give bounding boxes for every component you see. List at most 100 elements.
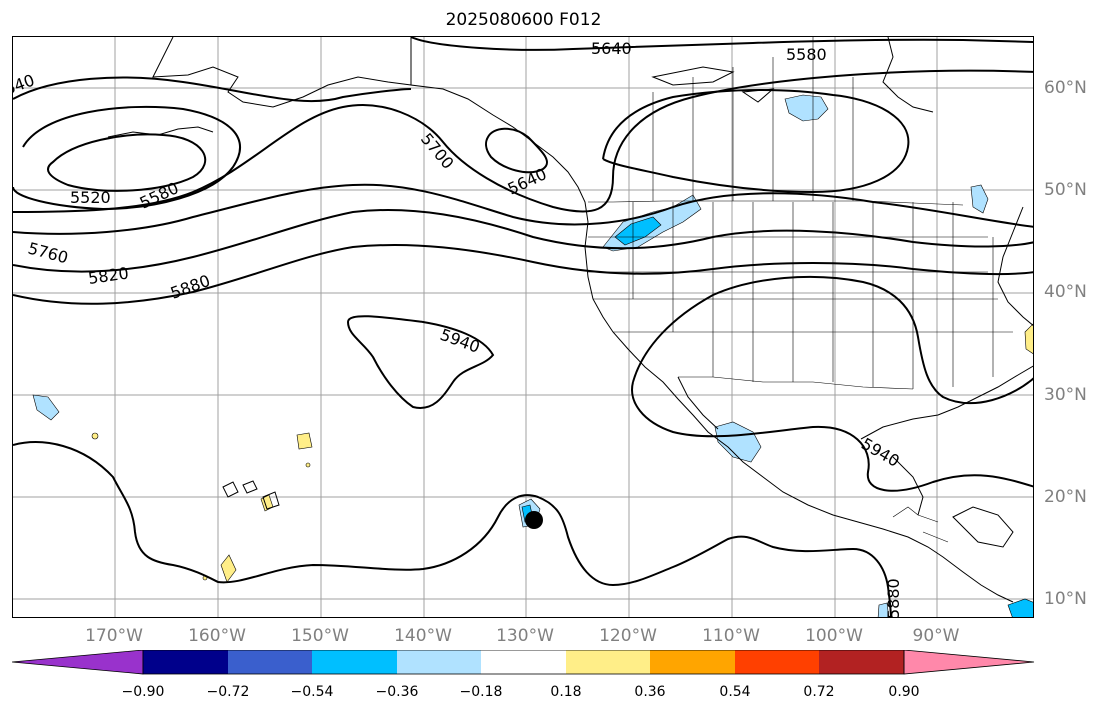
lon-label: 110°W <box>702 626 760 646</box>
us-canada-border <box>588 200 964 206</box>
contour-5940-subtropical-high <box>346 315 495 409</box>
contour-5880 <box>13 243 1033 305</box>
colorbar-tick: 0.36 <box>634 684 666 700</box>
contour-label: 5820 <box>87 263 130 287</box>
contour-5580-north <box>602 89 910 194</box>
lon-label: 160°W <box>188 626 246 646</box>
map-canvas: 640 5640 5580 5520 5580 5700 5640 5760 5… <box>13 37 1033 618</box>
contour-label: 5880 <box>884 578 903 618</box>
contour-5640-west <box>13 76 412 103</box>
colorbar-tick: 0.72 <box>803 684 835 700</box>
map-title: 2025080600 F012 <box>445 10 602 30</box>
contour-5580-west <box>13 105 241 211</box>
contour-label: 5940 <box>858 434 903 471</box>
contour-label: 5940 <box>438 325 483 357</box>
contour-label: 5580 <box>137 178 182 212</box>
east-coast <box>997 206 1033 326</box>
negative-anomaly-west <box>32 394 60 421</box>
colorbar-segment <box>819 650 904 674</box>
contour-5700 <box>13 69 1033 213</box>
lon-label: 170°W <box>85 626 143 646</box>
negative-anomaly-hudson <box>970 184 989 214</box>
contour-label: 5760 <box>26 239 70 268</box>
lat-label: 30°N <box>1044 385 1087 405</box>
lon-label: 120°W <box>599 626 657 646</box>
colorbar-under-extension <box>12 650 144 675</box>
contour-5880-south <box>13 441 892 617</box>
colorbar-tick: 0.18 <box>550 684 582 700</box>
hawaii-island-3 <box>262 491 280 510</box>
aleutian-chain <box>107 126 214 138</box>
storm-center-marker <box>525 511 543 529</box>
gridlines <box>13 37 1033 617</box>
hudson-bay-edge <box>882 37 934 113</box>
negative-anomaly-caribbean <box>1007 598 1033 617</box>
colorbar <box>12 650 1035 675</box>
contour-label: 5640 <box>591 39 632 58</box>
alaska-coast <box>152 37 412 108</box>
height-contours <box>13 37 1033 617</box>
arctic-island <box>651 66 735 86</box>
contour-label: 5880 <box>168 271 213 303</box>
colorbar-tick: 0.54 <box>719 684 751 700</box>
contour-label: 5580 <box>786 45 827 64</box>
coastlines <box>107 37 1033 603</box>
colorbar-tick: −0.90 <box>121 684 165 700</box>
negative-anomaly-south <box>877 602 890 617</box>
central-america-borders <box>892 506 949 543</box>
colorbar-segment <box>143 650 228 674</box>
lat-label: 50°N <box>1044 180 1087 200</box>
lat-label: 40°N <box>1044 282 1087 302</box>
hawaii-island-2 <box>242 480 258 494</box>
contour-label: 640 <box>13 70 37 98</box>
province-lines <box>652 37 854 201</box>
baja-california <box>677 376 719 430</box>
contour-labels: 640 5640 5580 5520 5580 5700 5640 5760 5… <box>13 39 903 618</box>
hawaii-island-1 <box>222 481 239 498</box>
positive-anomaly-1 <box>296 432 313 450</box>
contour-5640-north <box>410 37 1033 51</box>
lon-label: 90°W <box>912 626 960 646</box>
colorbar-segment <box>397 650 481 674</box>
negative-anomaly-mexico <box>714 421 762 463</box>
negative-anomaly-canada <box>784 94 829 122</box>
colorbar-tick: −0.18 <box>459 684 503 700</box>
contour-5940-tropical <box>631 381 1033 492</box>
strong-negative-anomaly-pnw <box>614 216 662 246</box>
contour-5940-continental <box>632 275 1033 405</box>
contour-label: 5520 <box>70 188 111 207</box>
political-borders <box>588 37 1013 543</box>
colorbar-over-extension <box>903 650 1035 675</box>
lon-label: 100°W <box>805 626 863 646</box>
positive-anomaly-4 <box>91 432 99 440</box>
colorbar-segment <box>566 650 650 674</box>
colorbar-segment <box>650 650 735 674</box>
lat-label: 20°N <box>1044 487 1087 507</box>
lon-label: 130°W <box>496 626 554 646</box>
us-mexico-border <box>678 376 914 390</box>
west-coast-north-america <box>410 37 1014 603</box>
lon-label: 140°W <box>394 626 452 646</box>
contour-5760 <box>13 183 1033 235</box>
positive-anomaly-5 <box>305 462 311 468</box>
colorbar-outline <box>142 650 905 675</box>
cuba <box>952 506 1014 548</box>
colorbar-segment <box>228 650 312 674</box>
contour-5640-alaska <box>485 127 548 174</box>
state-verticals <box>632 202 994 389</box>
colorbar-segment <box>735 650 819 674</box>
colorbar-tick: −0.72 <box>206 684 250 700</box>
lat-label: 10°N <box>1044 589 1087 609</box>
colorbar-segment <box>312 650 397 674</box>
contour-5820 <box>13 209 1033 273</box>
colorbar-tick: −0.36 <box>375 684 419 700</box>
positive-anomaly-east <box>1024 323 1033 355</box>
gulf-coast <box>860 365 1033 440</box>
map-panel: 640 5640 5580 5520 5580 5700 5640 5760 5… <box>12 36 1034 618</box>
colorbar-tick: 0.90 <box>888 684 920 700</box>
colorbar-tick: −0.54 <box>290 684 334 700</box>
lat-label: 60°N <box>1044 78 1087 98</box>
lon-label: 150°W <box>291 626 349 646</box>
colorbar-segment <box>481 650 566 674</box>
contour-5520 <box>47 133 207 192</box>
